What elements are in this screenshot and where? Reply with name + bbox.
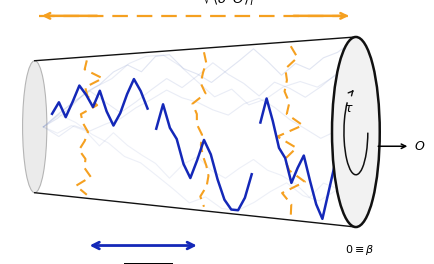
Text: $\tau$: $\tau$ (344, 102, 354, 115)
Text: $0\equiv\beta$: $0\equiv\beta$ (345, 243, 375, 257)
Polygon shape (35, 37, 356, 227)
Ellipse shape (23, 61, 47, 193)
Ellipse shape (332, 37, 380, 227)
Text: $O$: $O$ (414, 140, 426, 153)
Text: $\sqrt{\langle\delta^2 O\rangle_T}$: $\sqrt{\langle\delta^2 O\rangle_T}$ (201, 0, 259, 8)
Text: $\sqrt{\langle\delta^2 O\rangle_Q}$: $\sqrt{\langle\delta^2 O\rangle_Q}$ (113, 261, 173, 264)
